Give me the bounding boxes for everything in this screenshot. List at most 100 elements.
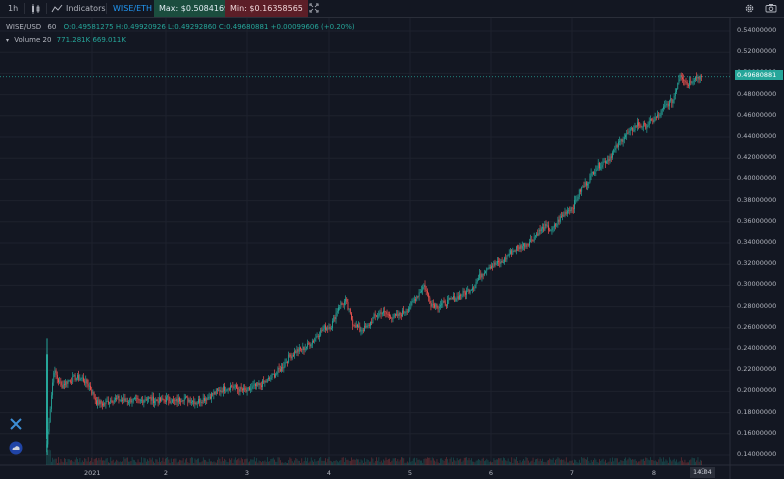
volume-bar <box>61 461 63 465</box>
volume-bar <box>366 459 368 465</box>
volume-bar <box>663 457 664 465</box>
volume-bar <box>176 462 178 465</box>
price-tick-label: 0.18000000 <box>737 407 777 416</box>
candle-body <box>72 375 74 383</box>
candle-body <box>141 400 143 402</box>
volume-bar <box>402 457 403 465</box>
candle-body <box>521 245 523 249</box>
volume-bar <box>231 458 233 465</box>
candle-body <box>73 375 75 376</box>
volume-bar <box>122 461 124 465</box>
volume-bar <box>513 458 515 465</box>
volume-bar <box>340 460 342 465</box>
volume-bar <box>329 460 331 465</box>
candle-body <box>206 398 208 400</box>
candle-body <box>359 325 361 332</box>
volume-bar <box>612 457 613 465</box>
volume-bar <box>393 458 395 465</box>
candle-body <box>106 401 108 402</box>
volume-bar <box>535 459 536 465</box>
candle-body <box>173 399 175 401</box>
volume-bar <box>336 461 338 465</box>
gear-icon[interactable] <box>742 1 756 15</box>
volume-bar <box>219 458 221 465</box>
indicators-button[interactable]: Indicators <box>51 0 106 17</box>
volume-bar <box>421 460 422 465</box>
candle-body <box>569 210 571 212</box>
volume-bar <box>75 457 77 465</box>
compare-pair-link[interactable]: WISE/ETH <box>113 0 152 17</box>
candle-body <box>654 117 656 121</box>
volume-bar <box>567 462 568 465</box>
candle-body <box>416 296 418 301</box>
fullscreen-icon[interactable] <box>307 1 321 15</box>
candle-body <box>199 399 201 403</box>
volume-bar <box>386 459 388 465</box>
volume-bar <box>391 460 393 465</box>
candle-body <box>102 403 103 406</box>
candle-body <box>444 301 446 306</box>
volume-bar <box>140 462 141 465</box>
collapse-icon[interactable]: ▾ <box>6 37 10 44</box>
candle-body <box>49 408 51 423</box>
volume-bar <box>239 460 241 465</box>
volume-bar <box>83 461 84 465</box>
candle-body <box>271 374 273 378</box>
volume-bar <box>141 457 143 465</box>
candle-body <box>695 76 696 81</box>
volume-bar <box>408 462 409 465</box>
chart-type-button[interactable] <box>30 0 42 17</box>
candle-body <box>414 299 415 301</box>
volume-bar <box>107 462 109 465</box>
volume-bar <box>342 457 344 465</box>
volume-bar <box>339 460 341 465</box>
volume-bar <box>322 460 324 465</box>
candle-body <box>455 298 457 302</box>
volume-bar <box>306 461 307 465</box>
candle-body <box>595 169 597 172</box>
candle-body <box>174 400 176 402</box>
settings-small-icon[interactable]: ○ <box>700 467 707 475</box>
candle-body <box>329 327 331 330</box>
candle-body <box>137 398 139 400</box>
candle-body <box>282 366 284 369</box>
volume-bar <box>659 457 661 465</box>
volume-bar <box>481 458 483 465</box>
time-tick-label: 6 <box>488 469 494 477</box>
candle-body <box>301 349 303 351</box>
volume-bar <box>675 461 676 465</box>
candle-body <box>562 214 564 217</box>
volume-bar <box>74 459 76 465</box>
candle-body <box>62 384 64 388</box>
candle-body <box>561 216 562 218</box>
interval-button[interactable]: 1h <box>8 0 18 17</box>
candle-body <box>346 298 348 302</box>
volume-bar <box>692 457 694 465</box>
candle-body <box>233 386 235 388</box>
candle-body <box>675 91 676 96</box>
candle-body <box>217 389 218 391</box>
volume-bar <box>112 459 114 465</box>
volume-bar <box>125 457 127 465</box>
candle-body <box>459 295 460 300</box>
camera-icon[interactable] <box>764 1 778 15</box>
volume-bar <box>351 457 352 465</box>
volume-bar <box>344 462 345 465</box>
volume-bar <box>207 461 209 465</box>
candle-body <box>648 120 650 125</box>
indicators-icon <box>51 4 63 12</box>
volume-bar <box>571 460 573 465</box>
candle-body <box>583 186 585 188</box>
volume-bar <box>500 458 502 465</box>
candle-body <box>495 263 497 265</box>
candle-body <box>619 141 621 143</box>
candle-body <box>531 239 533 241</box>
volume-bar <box>557 457 559 465</box>
candle-body <box>540 228 542 232</box>
volume-bar <box>195 459 197 465</box>
volume-bar <box>672 459 674 465</box>
candle-body <box>138 399 140 401</box>
candle-body <box>176 398 178 403</box>
volume-bar <box>72 461 74 465</box>
